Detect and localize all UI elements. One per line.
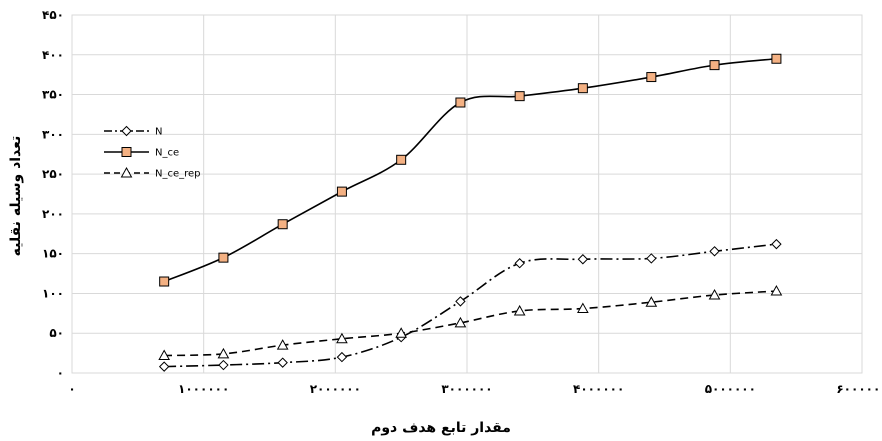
y-tick-label: ۱۵۰ <box>42 247 64 261</box>
legend-entry: N <box>104 125 162 138</box>
x-tick-label: ۰ <box>68 382 75 396</box>
y-tick-label: ۱۰۰ <box>42 286 64 300</box>
data-point-marker <box>514 258 525 269</box>
legend-marker <box>120 166 133 178</box>
data-point-marker <box>158 349 171 360</box>
data-point-marker <box>218 359 229 371</box>
data-point-marker <box>646 253 657 264</box>
legend-marker <box>121 125 132 137</box>
data-point-marker <box>217 347 230 359</box>
y-tick-label: ۴۰۰ <box>42 48 64 62</box>
data-point-marker <box>771 238 782 250</box>
data-point-marker <box>276 339 289 350</box>
x-axis-title: مقدار تابع هدف دوم <box>371 420 511 436</box>
data-point-marker <box>513 304 526 316</box>
y-tick-label: ۴۵۰ <box>42 8 64 22</box>
axis-tick-labels: ۰ ۵۰ ۱۰۰ ۱۵۰ ۲۰۰ ۲۵۰ ۳۰۰ ۳۵۰ ۴۰۰ ۴۵۰ ۰ ۱۰۰۰۰۰۰ ۲۰۰۰۰… <box>42 8 882 396</box>
data-point-marker <box>218 252 229 263</box>
data-point-marker <box>336 332 348 344</box>
legend-marker <box>121 147 132 157</box>
series-n-ce <box>159 53 782 287</box>
y-tick-label: ۰ <box>57 366 64 380</box>
legend: N N_ce N_ce_rep <box>104 125 201 180</box>
data-point-marker <box>395 327 408 338</box>
data-point-marker <box>646 72 657 83</box>
legend-entry: N_ce_rep <box>104 166 201 180</box>
data-point-marker <box>455 97 466 108</box>
y-axis-title: تعداد وسیله نقلیه <box>8 136 24 257</box>
data-point-marker <box>455 296 466 307</box>
x-tick-label: ۵۰۰۰۰۰۰ <box>705 382 756 396</box>
data-point-marker <box>336 351 348 363</box>
x-tick-label: ۳۰۰۰۰۰۰ <box>441 382 492 396</box>
data-point-marker <box>277 219 288 230</box>
data-point-marker <box>577 302 589 314</box>
x-tick-label: ۲۰۰۰۰۰۰ <box>310 382 361 396</box>
legend-label: N_ce_rep <box>155 169 201 180</box>
data-point-marker <box>514 91 525 102</box>
series-line <box>163 57 777 283</box>
data-point-marker <box>159 276 170 287</box>
legend-entry: N_ce <box>104 147 179 159</box>
x-tick-label: ۴۰۰۰۰۰۰ <box>573 382 624 396</box>
data-point-marker <box>709 60 720 71</box>
series-n-ce-rep <box>158 285 783 360</box>
data-point-marker <box>577 83 588 94</box>
legend-label: N <box>155 127 162 138</box>
series-line <box>164 290 777 357</box>
data-point-marker <box>577 254 589 265</box>
data-point-marker <box>709 246 720 257</box>
x-tick-label: ۶۰۰۰۰۰۰ <box>836 382 882 396</box>
series-line <box>164 243 777 368</box>
legend-label: N_ce <box>155 148 179 159</box>
y-tick-label: ۵۰ <box>49 326 64 340</box>
grid-lines <box>71 14 863 374</box>
y-tick-label: ۲۰۰ <box>42 207 64 221</box>
y-tick-label: ۲۵۰ <box>42 167 64 181</box>
data-point-marker <box>396 154 407 165</box>
series-lines <box>158 53 783 372</box>
data-point-marker <box>708 289 721 300</box>
y-tick-label: ۳۰۰ <box>42 127 64 141</box>
data-point-marker <box>336 186 347 197</box>
data-point-marker <box>645 296 658 307</box>
series-n <box>158 238 782 372</box>
y-tick-label: ۳۵۰ <box>42 88 64 102</box>
data-point-marker <box>770 285 783 296</box>
data-point-marker <box>158 361 170 372</box>
data-point-marker <box>771 53 782 64</box>
data-point-marker <box>277 357 288 368</box>
x-tick-label: ۱۰۰۰۰۰۰ <box>178 382 229 396</box>
data-point-marker <box>454 316 467 328</box>
